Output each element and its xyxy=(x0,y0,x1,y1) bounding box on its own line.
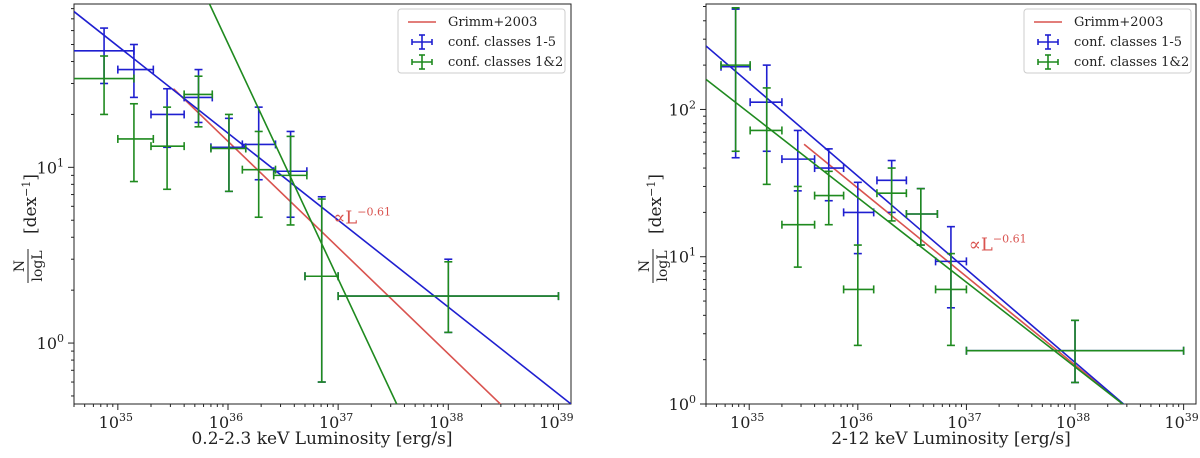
ylabel-denominator: logL xyxy=(30,250,46,281)
plot-frame xyxy=(705,3,1197,405)
plot-frame xyxy=(73,3,572,405)
legend-label: conf. classes 1&2 xyxy=(1074,55,1189,70)
x-tick-label: 1039 xyxy=(1164,411,1198,432)
grimm-line xyxy=(803,143,1125,404)
fit-line xyxy=(208,4,398,404)
svg-text:[dex−1]: [dex−1] xyxy=(645,174,666,234)
y-tick-label: 101 xyxy=(37,156,64,177)
x-tick-label: 1035 xyxy=(99,411,133,432)
legend: Grimm+2003 conf. classes 1-5 conf. classes… xyxy=(1023,8,1192,74)
y-tick-label: 101 xyxy=(669,246,696,267)
plot-marks xyxy=(706,7,1185,404)
chart-panel-left: 1035 1036 1037 1038 1039 100 101 [dex−1] 0.2-2… xyxy=(12,3,574,449)
fit-line xyxy=(706,78,1124,404)
legend-label: Grimm+2003 xyxy=(1074,15,1163,30)
svg-text:[dex−1]: [dex−1] xyxy=(20,174,41,234)
fit-annotation: ∝L−0.61 xyxy=(333,205,391,228)
xlabel: 2-12 keV Luminosity [erg/s] xyxy=(831,429,1070,449)
ylabel-numerator: N xyxy=(12,260,28,272)
legend-box xyxy=(397,8,566,74)
legend: Grimm+2003 conf. classes 1-5 conf. classes… xyxy=(397,8,566,74)
chart-panel-right: 1035 1036 1037 1038 1039 100 101 102 [dex−1] 2-… xyxy=(637,3,1199,449)
legend-label: conf. classes 1&2 xyxy=(448,55,563,70)
x-tick-label: 1037 xyxy=(947,411,981,432)
fit-annotation: ∝L−0.61 xyxy=(969,233,1027,256)
axis-ticks: 1035 1036 1037 1038 1039 100 101 102 xyxy=(669,6,1199,432)
y-tick-label: 102 xyxy=(669,98,696,119)
x-tick-label: 1036 xyxy=(209,411,243,432)
legend-label: Grimm+2003 xyxy=(448,15,537,30)
legend-box xyxy=(1023,8,1192,74)
axis-ticks: 1035 1036 1037 1038 1039 100 101 xyxy=(37,8,574,432)
ylabel-denominator: logL xyxy=(655,250,671,281)
ylabel: [dex−1] xyxy=(645,174,666,234)
ylabel-numerator: N xyxy=(637,260,653,272)
ylabel: [dex−1] xyxy=(20,174,41,234)
y-tick-label: 100 xyxy=(669,393,696,414)
x-tick-label: 1038 xyxy=(1056,411,1090,432)
xlabel: 0.2-2.3 keV Luminosity [erg/s] xyxy=(191,429,452,449)
x-tick-label: 1038 xyxy=(429,411,463,432)
plot-marks xyxy=(74,4,571,404)
legend-label: conf. classes 1-5 xyxy=(1074,35,1182,50)
fit-line xyxy=(706,45,1125,404)
x-tick-label: 1037 xyxy=(319,411,353,432)
y-tick-label: 100 xyxy=(37,332,64,353)
x-tick-label: 1035 xyxy=(730,411,764,432)
legend-label: conf. classes 1-5 xyxy=(448,35,556,50)
x-tick-label: 1036 xyxy=(839,411,873,432)
grimm-line xyxy=(172,88,502,404)
x-tick-label: 1039 xyxy=(539,411,573,432)
